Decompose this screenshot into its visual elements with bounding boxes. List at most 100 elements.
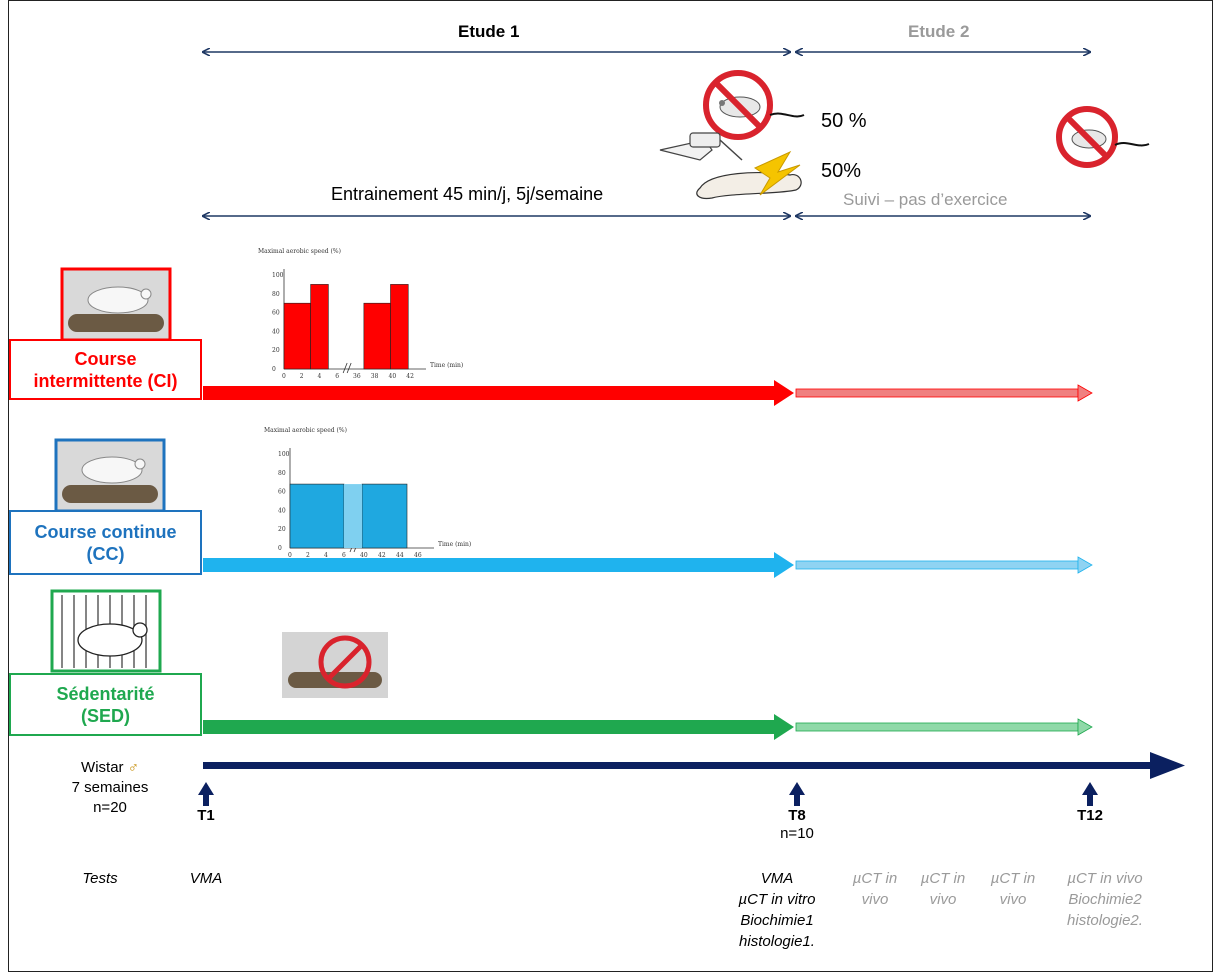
animals-strain: Wistar bbox=[81, 759, 124, 776]
chart-ytick-label: 0 bbox=[278, 545, 282, 552]
group-arrowhead-ci bbox=[774, 380, 794, 406]
chart-xtick-label: 4 bbox=[318, 373, 322, 380]
group-label-cc-line2: (CC) bbox=[86, 543, 125, 564]
tests-mid1-line2: vivo bbox=[861, 891, 889, 908]
followup-arrow-cc bbox=[795, 560, 1079, 570]
chart-ytick-label: 40 bbox=[272, 328, 280, 335]
bone-drill-icon bbox=[659, 132, 802, 200]
chart-ytick-label: 0 bbox=[272, 366, 276, 373]
ci-protocol-chart: Maximal aerobic speed (%)020406080100Tim… bbox=[258, 248, 463, 380]
male-symbol-icon: ♂ bbox=[127, 759, 139, 776]
animals-age: 7 semaines bbox=[71, 779, 149, 796]
chart-xtick-label: 6 bbox=[342, 552, 346, 559]
chart-xtick-label: 0 bbox=[282, 373, 286, 380]
tests-t12-line3: histologie2. bbox=[1067, 912, 1143, 929]
tests-mid3-line1: µCT in bbox=[990, 870, 1036, 887]
chart-xtick-label: 42 bbox=[378, 552, 386, 559]
chart-xtick-label: 46 bbox=[414, 552, 422, 559]
chart-xtick-label: 2 bbox=[300, 373, 304, 380]
timepoint-t8-label: T8 bbox=[788, 807, 806, 824]
tests-mid2-line1: µCT in bbox=[920, 870, 966, 887]
animals-count: n=20 bbox=[93, 799, 127, 816]
chart-xlabel: Time (min) bbox=[430, 362, 463, 369]
chart-ylabel: Maximal aerobic speed (%) bbox=[264, 427, 347, 434]
chart-ytick-label: 40 bbox=[278, 507, 286, 514]
chart-xtick-label: 40 bbox=[389, 373, 397, 380]
no-treadmill-photo bbox=[282, 632, 388, 698]
outcome-pct-bottom: 50% bbox=[821, 160, 862, 182]
tests-t1: VMA bbox=[189, 870, 223, 887]
followup-arrowhead-cc bbox=[1077, 556, 1093, 574]
tests-mid3: µCT in vivo bbox=[981, 868, 1045, 910]
chart-ytick-label: 80 bbox=[272, 291, 280, 298]
tests-t8: VMA µCT in vitro Biochimie1 histologie1. bbox=[722, 868, 832, 952]
outcome-pct-top: 50 % bbox=[821, 110, 867, 132]
chart-xlabel: Time (min) bbox=[438, 541, 471, 548]
chart-ytick-label: 60 bbox=[272, 310, 280, 317]
animals-info: Wistar ♂ 7 semaines n=20 bbox=[60, 758, 160, 818]
chart-bar bbox=[361, 483, 408, 549]
chart-xtick-label: 44 bbox=[396, 552, 404, 559]
tests-mid3-line2: vivo bbox=[999, 891, 1027, 908]
tests-t12-line1: µCT in vivo bbox=[1067, 870, 1143, 887]
followup-arrow-sed bbox=[795, 722, 1079, 732]
tests-mid1: µCT in vivo bbox=[843, 868, 907, 910]
chart-axis-break bbox=[346, 362, 352, 374]
training-label: Entrainement 45 min/j, 5j/semaine bbox=[331, 184, 604, 204]
group-box-sed: Sédentarité (SED) bbox=[9, 673, 202, 736]
tests-mid1-line1: µCT in bbox=[852, 870, 898, 887]
chart-bar bbox=[283, 302, 311, 370]
chart-ytick-label: 20 bbox=[272, 347, 280, 354]
group-label-sed-line2: (SED) bbox=[81, 705, 130, 726]
chart-xtick-label: 6 bbox=[335, 373, 339, 380]
group-arrow-ci bbox=[203, 386, 775, 400]
tests-t8-line2: µCT in vitro bbox=[738, 891, 816, 908]
no-rat-sign-icon bbox=[1056, 106, 1150, 168]
chart-ylabel: Maximal aerobic speed (%) bbox=[258, 248, 341, 255]
followup-arrowhead-ci bbox=[1077, 384, 1093, 402]
timepoint-marker-t8 bbox=[789, 782, 805, 806]
chart-bar bbox=[289, 483, 345, 549]
cc-protocol-chart: Maximal aerobic speed (%)020406080100Tim… bbox=[264, 427, 471, 559]
no-rat-sign-icon bbox=[703, 70, 805, 140]
group-arrowhead-cc bbox=[774, 552, 794, 578]
chart-ytick-label: 80 bbox=[278, 470, 286, 477]
chart-ytick-label: 100 bbox=[272, 272, 284, 279]
chart-xtick-label: 0 bbox=[288, 552, 292, 559]
chart-xtick-label: 38 bbox=[371, 373, 379, 380]
chart-xtick-label: 2 bbox=[306, 552, 310, 559]
time-axis-arrow bbox=[203, 752, 1185, 779]
tests-label: Tests bbox=[82, 870, 118, 887]
group-box-cc: Course continue (CC) bbox=[9, 510, 202, 575]
tests-mid2-line2: vivo bbox=[929, 891, 957, 908]
group-arrow-cc bbox=[203, 558, 775, 572]
tests-t12: µCT in vivo Biochimie2 histologie2. bbox=[1050, 868, 1160, 931]
group-label-ci-line1: Course bbox=[74, 348, 137, 369]
chart-ytick-label: 100 bbox=[278, 451, 290, 458]
chart-bar bbox=[390, 284, 409, 370]
followup-arrow-ci bbox=[795, 388, 1079, 398]
tests-t8-line4: histologie1. bbox=[739, 933, 815, 950]
group-label-sed-line1: Sédentarité bbox=[56, 683, 155, 704]
chart-xtick-label: 42 bbox=[406, 373, 414, 380]
timepoint-marker-t12 bbox=[1082, 782, 1098, 806]
rat-treadmill-photo-ci bbox=[60, 267, 172, 342]
chart-bar-break-band bbox=[344, 484, 362, 548]
chart-axis-break bbox=[342, 362, 348, 374]
chart-xtick-label: 40 bbox=[360, 552, 368, 559]
group-label-cc-line1: Course continue bbox=[34, 521, 177, 542]
chart-bar bbox=[310, 284, 329, 370]
timepoint-t12-label: T12 bbox=[1077, 807, 1103, 824]
rat-treadmill-photo-cc bbox=[54, 438, 166, 513]
group-arrowhead-sed bbox=[774, 714, 794, 740]
chart-bar bbox=[363, 302, 391, 370]
chart-ytick-label: 20 bbox=[278, 526, 286, 533]
chart-xtick-label: 36 bbox=[353, 373, 361, 380]
tests-t8-line1: VMA bbox=[760, 870, 794, 887]
figure-frame bbox=[8, 0, 1213, 972]
tests-mid2: µCT in vivo bbox=[911, 868, 975, 910]
group-arrow-sed bbox=[203, 720, 775, 734]
chart-ytick-label: 60 bbox=[278, 489, 286, 496]
tests-t8-line3: Biochimie1 bbox=[740, 912, 814, 929]
